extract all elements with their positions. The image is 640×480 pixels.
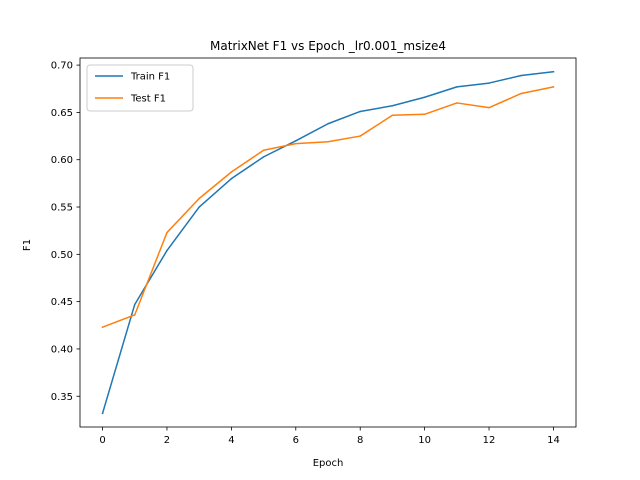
data-point-1-13	[520, 92, 522, 95]
data-point-0-3	[198, 206, 200, 208]
data-point-1-14	[552, 86, 555, 88]
data-point-0-4	[230, 177, 233, 180]
data-point-0-1	[134, 303, 136, 306]
data-point-1-0	[101, 326, 104, 328]
data-point-1-10	[423, 113, 426, 116]
y-tick-label-5: 0.60	[51, 155, 73, 166]
data-point-0-6	[295, 140, 297, 142]
data-point-1-12	[488, 106, 490, 109]
x-axis-label: Epoch	[313, 458, 344, 469]
legend: Train F1 Test F1	[86, 64, 194, 112]
data-point-0-12	[488, 82, 490, 84]
data-point-1-8	[359, 135, 361, 137]
data-point-0-5	[262, 156, 265, 158]
data-point-0-10	[423, 96, 426, 99]
y-tick-label-1: 0.40	[51, 344, 73, 355]
data-point-0-2	[166, 249, 168, 252]
data-point-0-11	[456, 86, 458, 88]
x-tick-label-6: 12	[483, 435, 496, 446]
x-tick-label-3: 6	[293, 435, 299, 446]
data-point-1-1	[134, 314, 136, 316]
chart-title: MatrixNet F1 vs Epoch _lr0.001_msize4	[210, 39, 446, 53]
data-point-0-14	[552, 70, 555, 73]
data-point-0-9	[391, 105, 394, 107]
data-point-1-2	[166, 231, 168, 234]
data-point-0-7	[327, 123, 329, 125]
data-point-1-5	[262, 149, 265, 151]
y-tick-label-0: 0.35	[51, 392, 73, 403]
plot-area	[101, 70, 555, 415]
y-tick-label-2: 0.45	[51, 297, 73, 308]
x-tick-label-5: 10	[418, 435, 431, 446]
y-tick-label-7: 0.70	[51, 61, 73, 72]
data-point-0-0	[101, 412, 104, 415]
y-axis-label: F1	[22, 239, 33, 251]
axes: 0 2 4 6 8 10 12 14 0.35 0.40 0.45 0.50 0.55 0.60 0.65 0…	[51, 57, 577, 446]
x-tick-label-0: 0	[99, 435, 105, 446]
legend-label-0: Train F1	[130, 72, 170, 83]
x-tick-label-2: 4	[228, 435, 234, 446]
data-point-1-3	[198, 197, 200, 200]
data-point-1-4	[230, 171, 233, 173]
y-tick-label-3: 0.50	[51, 250, 73, 261]
data-point-0-13	[520, 74, 522, 77]
legend-label-1: Test F1	[130, 94, 166, 105]
y-tick-label-6: 0.65	[51, 108, 73, 119]
x-tick-label-4: 8	[357, 435, 363, 446]
data-point-1-9	[391, 114, 394, 116]
data-point-1-7	[327, 140, 329, 143]
axes-frame	[79, 57, 577, 428]
data-point-0-8	[359, 110, 361, 113]
y-tick-label-4: 0.55	[51, 203, 73, 214]
data-point-1-11	[456, 102, 458, 104]
data-point-1-6	[295, 142, 297, 145]
x-tick-label-7: 14	[547, 435, 560, 446]
x-tick-label-1: 2	[164, 435, 170, 446]
